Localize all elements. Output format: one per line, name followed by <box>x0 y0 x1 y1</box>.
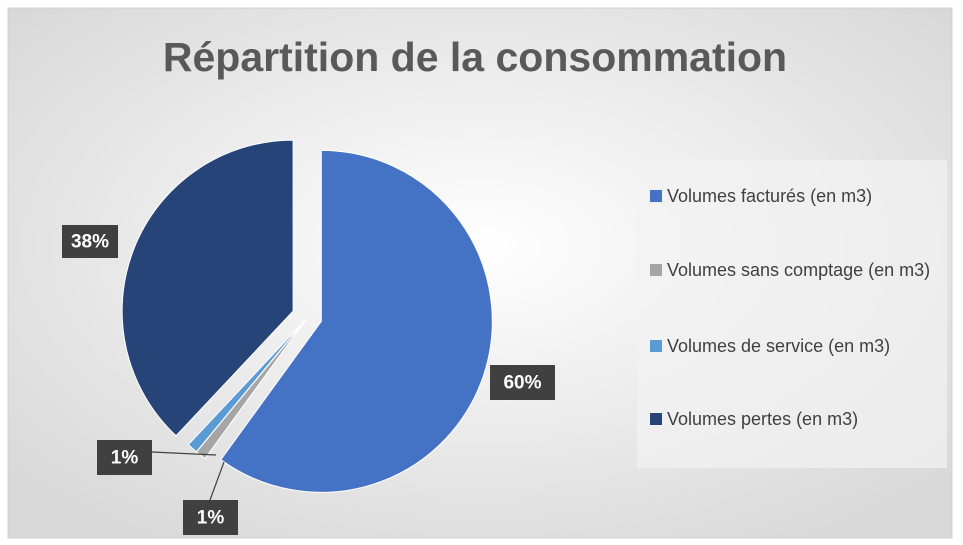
legend-item: Volumes facturés (en m3) <box>650 183 945 209</box>
data-label-box <box>62 225 118 258</box>
legend-label: Volumes de service (en m3) <box>667 336 891 356</box>
pie-slice <box>187 319 306 453</box>
pie-slice <box>220 149 493 493</box>
data-label-box <box>490 365 555 400</box>
legend-swatch <box>650 340 662 352</box>
leader-line <box>151 451 217 456</box>
data-label: 60% <box>503 373 541 394</box>
legend-swatch <box>650 190 662 202</box>
pie-slice <box>121 139 294 437</box>
data-label: 1% <box>111 448 139 469</box>
legend-swatch <box>650 264 662 276</box>
legend-label: Volumes facturés (en m3) <box>667 186 873 206</box>
data-label: 1% <box>197 508 225 529</box>
data-label-box <box>183 500 238 535</box>
chart-title: Répartition de la consommation <box>163 34 787 80</box>
legend-label: Volumes sans comptage (en m3) <box>667 260 931 280</box>
data-label-box <box>97 440 152 475</box>
legend-label: Volumes pertes (en m3) <box>667 409 859 429</box>
legend-item: Volumes sans comptage (en m3) <box>650 257 945 283</box>
leader-line <box>209 461 225 501</box>
legend-box <box>637 160 947 468</box>
legend-item: Volumes de service (en m3) <box>650 333 945 359</box>
data-label: 38% <box>71 232 109 253</box>
legend-swatch <box>650 413 662 425</box>
legend-item: Volumes pertes (en m3) <box>650 406 945 432</box>
